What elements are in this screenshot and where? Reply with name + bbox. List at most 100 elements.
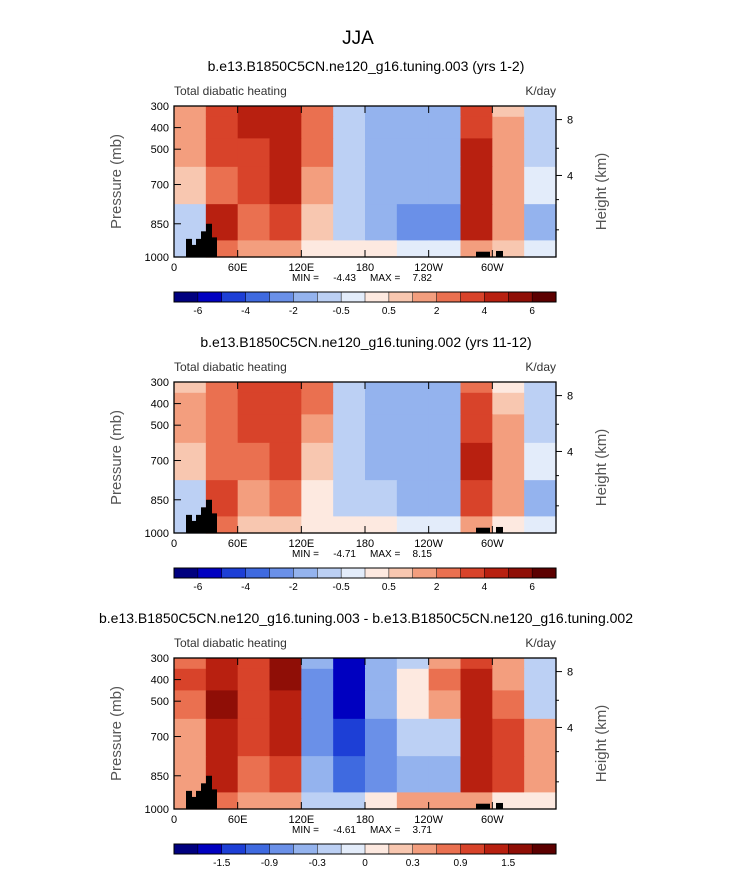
- heatmap-cell: [205, 116, 239, 139]
- x-tick-label: 120W: [414, 814, 443, 826]
- colorbar-swatch: [245, 567, 271, 579]
- y-tick-label: 400: [151, 399, 169, 411]
- heatmap-cell: [396, 690, 430, 720]
- colorbar-label: 2: [434, 306, 440, 317]
- heatmap-cell: [460, 382, 493, 394]
- topography-mask: [496, 802, 503, 809]
- heatmap-cell: [174, 658, 207, 670]
- heatmap-cell: [269, 658, 302, 670]
- heatmap-cell: [205, 658, 239, 670]
- heatmap-cell: [524, 756, 557, 793]
- heatmap-cell: [524, 668, 557, 691]
- heatmap-cell: [333, 414, 366, 444]
- colorbar-swatch: [364, 567, 390, 579]
- heatmap-cell: [269, 718, 302, 757]
- heatmap-cell: [428, 668, 462, 691]
- heatmap-cell: [428, 756, 462, 793]
- max-label: MAX =: [370, 273, 400, 284]
- heatmap-cell: [237, 718, 271, 757]
- heatmap-cell: [492, 668, 525, 691]
- right-tick-label: 4: [567, 722, 573, 734]
- colorbar-swatch: [317, 567, 342, 579]
- heatmap-cell: [524, 658, 557, 670]
- heatmap-cell: [396, 480, 430, 517]
- colorbar-swatch: [388, 291, 414, 303]
- x-tick-label: 60E: [228, 538, 248, 550]
- heatmap-cell: [460, 480, 493, 517]
- heatmap-cell: [269, 414, 302, 444]
- colorbar-label: 6: [529, 582, 535, 593]
- heatmap-cell: [396, 138, 430, 168]
- heatmap-cell: [492, 204, 525, 241]
- heatmap-cell: [396, 414, 430, 444]
- panel-left-label: Total diabatic heating: [174, 84, 287, 98]
- heatmap-cell: [524, 690, 557, 720]
- heatmap-cell: [301, 480, 334, 517]
- heatmap-cell: [365, 668, 398, 691]
- heatmap-cell: [524, 480, 557, 517]
- heatmap-cell: [301, 756, 334, 793]
- colorbar-label: 4: [482, 306, 488, 317]
- colorbar-swatch: [412, 567, 438, 579]
- heatmap-cell: [365, 204, 398, 241]
- heatmap-cell: [524, 204, 557, 241]
- heatmap-cell: [205, 718, 239, 757]
- heatmap-cell: [269, 382, 302, 394]
- x-tick-label: 60W: [481, 814, 504, 826]
- right-tick-label: 8: [567, 391, 573, 403]
- colorbar-swatch: [293, 291, 318, 303]
- y-axis-label: Pressure (mb): [108, 410, 125, 505]
- y-tick-label: 700: [151, 456, 169, 468]
- heatmap-cell: [237, 138, 271, 168]
- colorbar-swatch: [412, 843, 438, 855]
- heatmap-cell: [365, 166, 398, 205]
- colorbar-swatch: [173, 843, 199, 855]
- heatmap-cell: [269, 240, 302, 258]
- heatmap-cell: [269, 392, 302, 415]
- colorbar-swatch: [460, 567, 485, 579]
- heatmap-cell: [174, 414, 207, 444]
- colorbar-frame: [173, 843, 557, 855]
- heatmap-cell: [396, 718, 430, 757]
- heatmap-cell: [428, 442, 462, 481]
- colorbar-label: 0.5: [382, 306, 396, 317]
- y-tick-label: 300: [151, 377, 169, 389]
- heatmap-cell: [205, 668, 239, 691]
- right-axis-label: Height (km): [593, 153, 610, 231]
- heatmap-cell: [365, 414, 398, 444]
- heatmap-cell: [333, 658, 366, 670]
- y-tick-label: 700: [151, 732, 169, 744]
- heatmap-cell: [333, 382, 366, 394]
- heatmap-cell: [174, 668, 207, 691]
- panel-units-label: K/day: [525, 636, 556, 650]
- heatmap-cell: [428, 204, 462, 241]
- heatmap-cell: [237, 480, 271, 517]
- heatmap-cell: [492, 756, 525, 793]
- heatmap-cell: [524, 106, 557, 118]
- heatmap-cell: [396, 382, 430, 394]
- topography-mask: [196, 790, 202, 809]
- heatmap-cell: [428, 658, 462, 670]
- heatmap-cell: [428, 166, 462, 205]
- colorbar-swatch: [317, 843, 342, 855]
- x-tick-label: 0: [171, 538, 177, 550]
- colorbar-label: 0.3: [406, 858, 420, 869]
- panel-title: b.e13.B1850C5CN.ne120_g16.tuning.003 (yr…: [208, 58, 525, 74]
- topography-mask: [191, 520, 197, 533]
- topography-mask: [186, 514, 192, 533]
- heatmap-cell: [205, 382, 239, 394]
- heatmap-cell: [524, 516, 557, 534]
- heatmap-cell: [428, 792, 462, 810]
- panel-left-label: Total diabatic heating: [174, 360, 287, 374]
- heatmap-cell: [333, 792, 366, 810]
- heatmap-cell: [492, 442, 525, 481]
- heatmap-cell: [237, 756, 271, 793]
- colorbar-label: -0.3: [309, 858, 327, 869]
- y-tick-label: 700: [151, 180, 169, 192]
- topography-mask: [211, 789, 217, 809]
- topography-mask: [196, 514, 202, 533]
- heatmap-cell: [428, 480, 462, 517]
- heatmap-cell: [269, 792, 302, 810]
- y-axis-label: Pressure (mb): [108, 134, 125, 229]
